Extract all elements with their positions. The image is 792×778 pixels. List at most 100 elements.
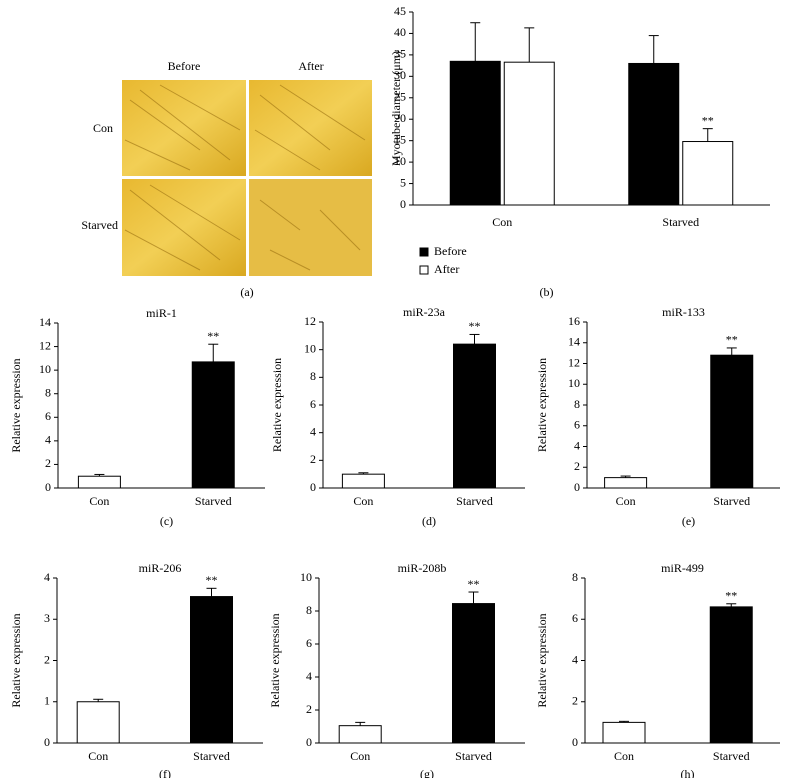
bar [191,361,235,489]
x-tick-label: Con [89,494,109,508]
y-tick-label: 12 [304,314,316,328]
bar [341,473,385,489]
bar [76,701,120,744]
cell-texture [124,84,366,271]
y-tick-label: 0 [400,197,406,211]
y-tick-label: 6 [306,636,312,650]
bar [709,606,753,744]
bar [503,61,555,206]
y-tick-label: 4 [310,424,316,438]
y-axis-label: Relative expression [268,613,282,707]
x-tick-label: Starved [662,215,699,229]
chart-title: miR-23a [403,305,446,319]
y-tick-label: 45 [394,4,406,18]
y-tick-label: 10 [39,362,51,376]
y-tick-label: 35 [394,47,406,61]
y-tick-label: 10 [568,376,580,390]
y-tick-label: 5 [400,175,406,189]
y-tick-label: 6 [310,397,316,411]
bar [628,62,680,206]
column-label: After [298,59,323,73]
y-tick-label: 0 [45,480,51,494]
y-tick-label: 15 [394,132,406,146]
y-tick-label: 0 [306,735,312,749]
y-tick-label: 4 [572,652,578,666]
significance: ** [206,573,218,587]
y-tick-label: 25 [394,90,406,104]
y-tick-label: 0 [310,480,316,494]
y-tick-label: 8 [45,385,51,399]
y-axis-label: Relative expression [9,613,23,707]
column-label: Before [168,59,201,73]
y-axis-label: Relative expression [270,358,284,452]
y-tick-label: 14 [39,315,51,329]
y-tick-label: 12 [568,355,580,369]
y-tick-label: 2 [306,702,312,716]
row-label: Starved [81,218,118,232]
y-tick-label: 8 [310,369,316,383]
y-tick-label: 20 [394,111,406,125]
micrograph [249,179,372,276]
significance: ** [469,319,481,333]
significance: ** [725,589,737,603]
panel-label: (e) [682,514,695,528]
y-tick-label: 0 [44,735,50,749]
significance: ** [207,329,219,343]
panel-label: (d) [422,514,436,528]
significance: ** [468,577,480,591]
x-tick-label: Starved [456,494,493,508]
panel-label: (g) [420,767,434,778]
x-tick-label: Starved [195,494,232,508]
y-tick-label: 2 [45,456,51,470]
chart-title: miR-499 [661,561,704,575]
panel-label: (a) [240,285,253,299]
y-tick-label: 2 [310,452,316,466]
bar [604,477,648,489]
y-tick-label: 30 [394,68,406,82]
y-tick-label: 0 [574,480,580,494]
x-tick-label: Con [350,749,370,763]
y-tick-label: 0 [572,735,578,749]
y-tick-label: 3 [44,611,50,625]
y-tick-label: 2 [44,652,50,666]
x-tick-label: Con [353,494,373,508]
y-tick-label: 10 [300,570,312,584]
significance: ** [702,113,714,127]
chart-title: miR-133 [662,305,705,319]
significance: ** [726,333,738,347]
x-tick-label: Con [492,215,512,229]
panel-a: Before After Con Starved (a) [81,59,372,299]
x-tick-label: Starved [193,749,230,763]
x-tick-label: Starved [713,494,750,508]
bar [602,721,646,744]
y-tick-label: 40 [394,25,406,39]
bar [452,603,495,744]
y-tick-label: 10 [394,154,406,168]
bar [338,725,382,744]
bar [190,596,233,744]
row-label: Con [93,121,113,135]
y-axis-label: Relative expression [9,358,23,452]
y-axis-label: Relative expression [535,358,549,452]
y-tick-label: 6 [574,418,580,432]
micrograph [249,80,372,176]
chart-title: miR-1 [146,306,177,320]
legend-label: Before [434,244,467,258]
bar [77,475,121,489]
y-tick-label: 1 [44,694,50,708]
y-tick-label: 16 [568,314,580,328]
x-tick-label: Starved [455,749,492,763]
x-tick-label: Starved [713,749,750,763]
panel-label: (c) [160,514,173,528]
bar [710,354,754,489]
panel-label: (h) [681,767,695,778]
x-tick-label: Con [616,494,636,508]
y-tick-label: 6 [572,611,578,625]
y-tick-label: 8 [572,570,578,584]
y-tick-label: 12 [39,338,51,352]
micrograph [122,179,246,276]
legend-swatch [419,265,429,275]
panel-label: (b) [540,285,554,299]
